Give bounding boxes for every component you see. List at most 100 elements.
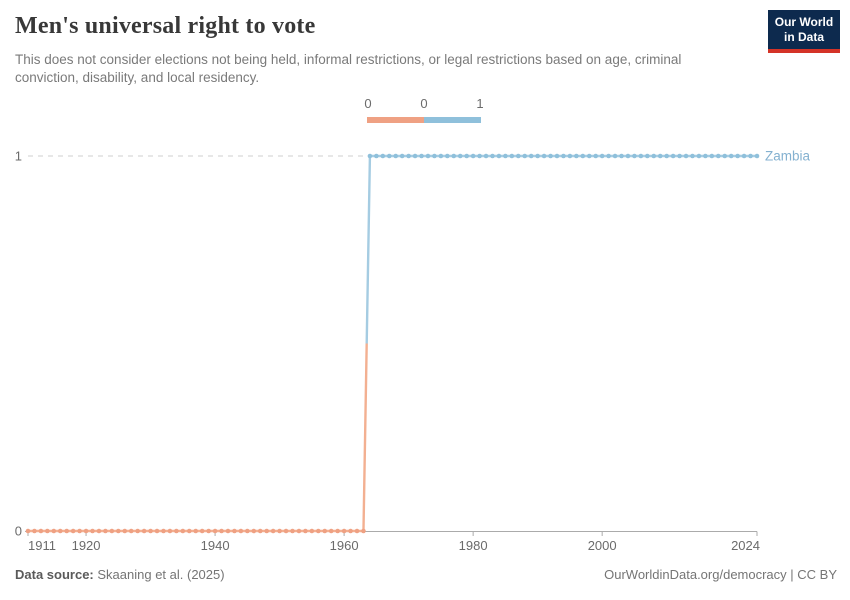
data-point-marker[interactable] [122, 528, 128, 534]
data-point-marker[interactable] [77, 528, 82, 534]
data-point-marker[interactable] [561, 153, 566, 159]
data-point-marker[interactable] [167, 528, 173, 534]
data-point-marker[interactable] [283, 528, 289, 534]
data-point-marker[interactable] [735, 153, 740, 159]
data-point-marker[interactable] [128, 528, 134, 534]
data-point-marker[interactable] [567, 153, 573, 159]
data-point-marker[interactable] [606, 153, 611, 159]
data-point-marker[interactable] [161, 528, 166, 534]
data-point-marker[interactable] [354, 528, 360, 534]
data-point-marker[interactable] [535, 153, 540, 159]
data-point-marker[interactable] [703, 153, 708, 159]
data-point-marker[interactable] [451, 153, 457, 159]
data-point-marker[interactable] [341, 528, 347, 534]
data-point-marker[interactable] [96, 528, 102, 534]
data-source-link[interactable]: Skaaning et al. (2025) [97, 567, 225, 582]
data-point-marker[interactable] [516, 153, 521, 159]
data-point-marker[interactable] [193, 528, 199, 534]
data-point-marker[interactable] [148, 528, 153, 534]
data-point-marker[interactable] [509, 153, 515, 159]
data-point-marker[interactable] [438, 153, 444, 159]
data-point-marker[interactable] [83, 528, 89, 534]
owid-url-link[interactable]: OurWorldinData.org/democracy | CC BY [604, 567, 837, 582]
data-point-marker[interactable] [251, 528, 257, 534]
data-point-marker[interactable] [70, 528, 76, 534]
data-point-marker[interactable] [154, 528, 160, 534]
data-point-marker[interactable] [25, 528, 31, 534]
data-point-marker[interactable] [109, 528, 115, 534]
data-point-marker[interactable] [722, 153, 728, 159]
data-point-marker[interactable] [709, 153, 715, 159]
data-point-marker[interactable] [38, 528, 44, 534]
data-point-marker[interactable] [419, 153, 424, 159]
data-point-marker[interactable] [632, 153, 637, 159]
data-point-marker[interactable] [232, 528, 237, 534]
data-point-marker[interactable] [638, 153, 644, 159]
data-point-marker[interactable] [270, 528, 276, 534]
data-point-marker[interactable] [264, 528, 269, 534]
data-point-marker[interactable] [116, 528, 121, 534]
data-point-marker[interactable] [574, 153, 579, 159]
data-point-marker[interactable] [348, 528, 353, 534]
data-point-marker[interactable] [199, 528, 205, 534]
data-point-marker[interactable] [386, 153, 392, 159]
data-point-marker[interactable] [657, 153, 663, 159]
data-point-marker[interactable] [683, 153, 689, 159]
data-point-marker[interactable] [503, 153, 508, 159]
data-point-marker[interactable] [483, 153, 489, 159]
data-point-marker[interactable] [90, 528, 95, 534]
data-point-marker[interactable] [322, 528, 328, 534]
data-point-marker[interactable] [290, 528, 295, 534]
data-point-marker[interactable] [309, 528, 315, 534]
data-point-marker[interactable] [496, 153, 502, 159]
data-point-marker[interactable] [464, 153, 469, 159]
data-point-marker[interactable] [541, 153, 547, 159]
data-point-marker[interactable] [277, 528, 282, 534]
data-point-marker[interactable] [219, 528, 224, 534]
data-point-marker[interactable] [212, 528, 218, 534]
data-point-marker[interactable] [412, 153, 418, 159]
data-point-marker[interactable] [728, 153, 734, 159]
color-legend-bar[interactable] [367, 117, 481, 123]
data-point-marker[interactable] [51, 528, 57, 534]
data-point-marker[interactable] [245, 528, 250, 534]
data-point-marker[interactable] [477, 153, 482, 159]
data-point-marker[interactable] [548, 153, 553, 159]
data-point-marker[interactable] [316, 528, 321, 534]
data-point-marker[interactable] [32, 528, 37, 534]
data-point-marker[interactable] [425, 153, 431, 159]
data-point-marker[interactable] [45, 528, 50, 534]
data-point-marker[interactable] [186, 528, 192, 534]
data-point-marker[interactable] [457, 153, 463, 159]
data-point-marker[interactable] [380, 153, 386, 159]
data-point-marker[interactable] [225, 528, 231, 534]
data-point-marker[interactable] [257, 528, 263, 534]
data-point-marker[interactable] [180, 528, 186, 534]
owid-logo[interactable]: Our World in Data [768, 10, 840, 53]
data-point-marker[interactable] [677, 153, 682, 159]
data-point-marker[interactable] [586, 153, 592, 159]
data-point-marker[interactable] [135, 528, 140, 534]
data-point-marker[interactable] [103, 528, 108, 534]
data-point-marker[interactable] [645, 153, 650, 159]
data-point-marker[interactable] [445, 153, 450, 159]
legend-swatch-value-1[interactable] [424, 117, 481, 123]
data-point-marker[interactable] [303, 528, 308, 534]
data-point-marker[interactable] [57, 528, 63, 534]
data-point-marker[interactable] [715, 153, 721, 159]
data-point-marker[interactable] [328, 528, 334, 534]
legend-swatch-value-0[interactable] [367, 117, 424, 123]
data-point-marker[interactable] [174, 528, 179, 534]
data-point-marker[interactable] [696, 153, 702, 159]
data-point-marker[interactable] [651, 153, 657, 159]
data-point-marker[interactable] [754, 153, 760, 159]
data-point-marker[interactable] [593, 153, 599, 159]
data-point-marker[interactable] [296, 528, 302, 534]
data-point-marker[interactable] [206, 528, 211, 534]
data-point-marker[interactable] [580, 153, 586, 159]
data-point-marker[interactable] [554, 153, 560, 159]
data-point-marker[interactable] [748, 153, 753, 159]
data-point-marker[interactable] [238, 528, 244, 534]
data-point-marker[interactable] [393, 153, 399, 159]
